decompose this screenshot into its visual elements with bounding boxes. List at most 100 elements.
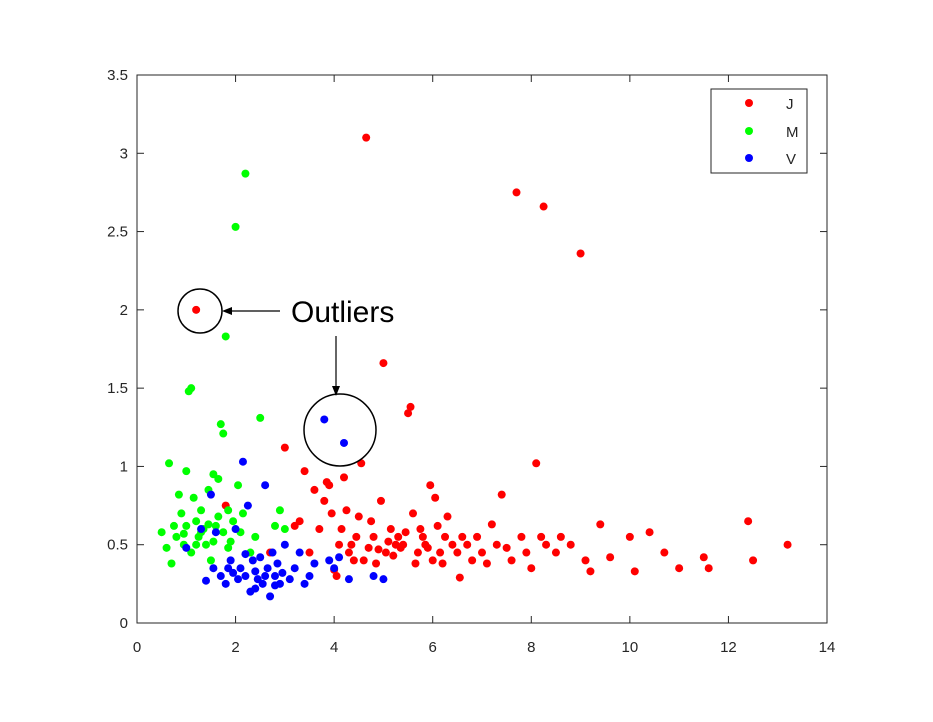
point-m <box>280 525 289 534</box>
point-j <box>783 540 792 549</box>
point-m <box>172 532 181 541</box>
point-v <box>320 415 329 424</box>
y-tick-label: 1.5 <box>107 380 128 397</box>
point-j <box>512 188 521 197</box>
arrow-left-head <box>222 307 232 315</box>
annotation-label: Outliers <box>291 296 394 329</box>
legend-box <box>710 88 808 174</box>
point-j <box>416 525 425 534</box>
point-v <box>202 576 210 585</box>
point-v <box>263 564 272 573</box>
point-j <box>478 548 486 557</box>
point-j <box>473 532 482 541</box>
y-tick-label: 1 <box>120 458 128 475</box>
point-j <box>344 548 353 557</box>
x-tick-label: 6 <box>429 639 437 656</box>
point-j <box>354 512 363 521</box>
point-j <box>704 564 713 573</box>
point-m <box>177 509 186 518</box>
point-v <box>182 543 191 552</box>
point-j <box>453 548 462 557</box>
point-j <box>487 520 496 529</box>
point-j <box>372 559 381 568</box>
point-j <box>576 249 585 258</box>
point-v <box>340 438 348 447</box>
point-j <box>320 496 329 505</box>
point-j <box>625 532 634 541</box>
point-j <box>364 543 373 552</box>
point-m <box>231 222 240 231</box>
point-v <box>241 572 250 581</box>
point-j <box>192 305 201 314</box>
x-tick-label: 0 <box>133 639 141 656</box>
arrow-down-head <box>332 386 340 396</box>
point-m <box>162 543 171 552</box>
point-j <box>347 540 356 549</box>
point-j <box>542 540 551 549</box>
point-v <box>216 572 225 581</box>
x-tick-label: 4 <box>330 639 338 656</box>
point-j <box>596 520 605 529</box>
point-j <box>295 517 304 526</box>
point-v <box>238 457 247 466</box>
point-v <box>325 556 334 565</box>
point-v <box>335 553 344 562</box>
point-j <box>305 548 314 557</box>
point-m <box>206 556 215 565</box>
point-m <box>179 529 188 538</box>
point-v <box>285 575 294 584</box>
point-m <box>214 474 223 483</box>
point-m <box>271 521 279 530</box>
point-j <box>332 572 341 581</box>
y-tick-label: 2.5 <box>107 224 128 241</box>
point-v <box>261 572 270 581</box>
point-j <box>443 512 452 521</box>
legend-label-j: J <box>786 96 794 113</box>
point-j <box>749 556 758 565</box>
point-j <box>315 525 324 534</box>
point-v <box>258 579 267 588</box>
point-j <box>630 567 639 576</box>
point-v <box>278 568 287 577</box>
legend: J M V <box>710 88 808 174</box>
point-m <box>241 169 250 178</box>
point-j <box>581 556 590 565</box>
point-v <box>231 525 240 534</box>
point-j <box>497 490 506 499</box>
point-j <box>433 521 442 530</box>
point-j <box>337 525 346 534</box>
point-j <box>399 540 408 549</box>
point-j <box>327 509 336 518</box>
point-v <box>248 556 257 565</box>
point-j <box>517 532 526 541</box>
point-j <box>325 481 334 490</box>
point-j <box>349 556 358 565</box>
point-j <box>645 528 654 537</box>
y-tick-label: 0.5 <box>107 537 128 554</box>
x-tick-label: 12 <box>720 639 737 656</box>
point-j <box>413 548 422 557</box>
point-j <box>381 548 390 557</box>
y-tick-label: 2 <box>120 302 128 319</box>
point-j <box>374 545 383 554</box>
point-m <box>219 528 228 537</box>
point-m <box>192 540 201 549</box>
point-v <box>229 568 238 577</box>
point-m <box>189 493 198 502</box>
point-m <box>169 521 178 530</box>
point-j <box>362 133 371 142</box>
point-j <box>527 564 536 573</box>
point-m <box>224 506 233 515</box>
point-j <box>310 485 319 494</box>
point-m <box>192 517 201 526</box>
point-j <box>660 548 669 557</box>
point-v <box>206 490 215 499</box>
point-m <box>202 540 210 549</box>
point-m <box>204 520 213 529</box>
point-j <box>340 473 348 482</box>
point-j <box>436 548 445 557</box>
point-v <box>379 575 388 584</box>
point-m <box>226 537 235 546</box>
point-v <box>243 501 252 510</box>
point-j <box>606 553 615 562</box>
